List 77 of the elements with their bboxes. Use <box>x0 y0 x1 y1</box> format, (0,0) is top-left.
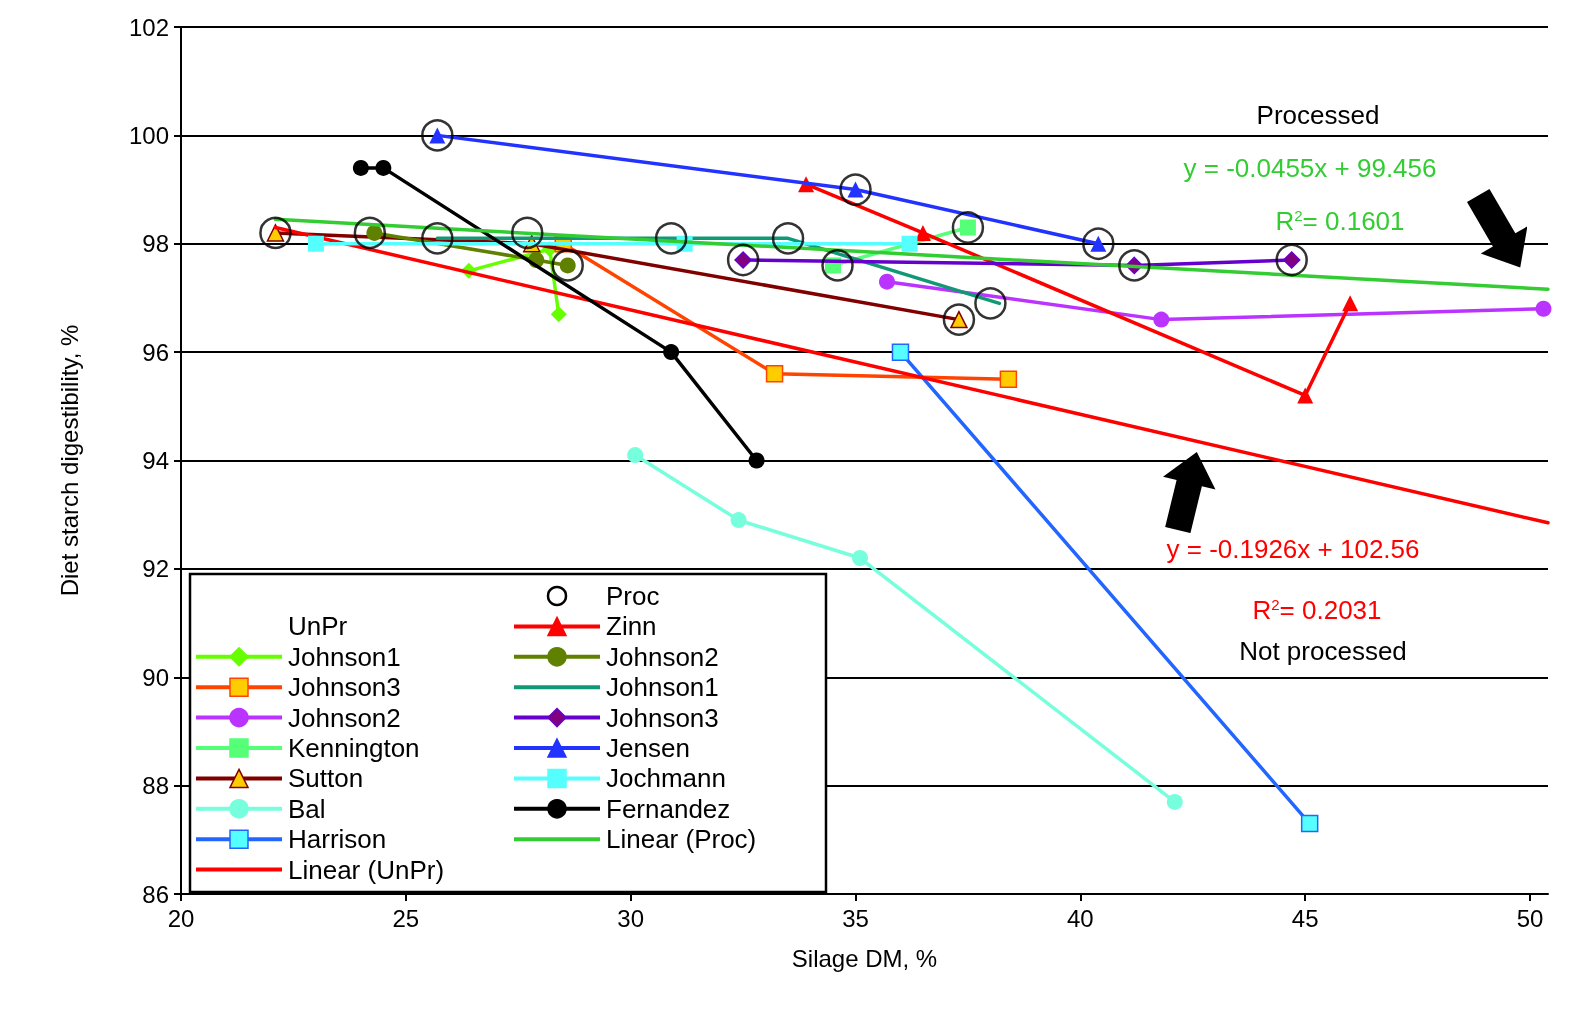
y-tick-label: 92 <box>142 555 169 583</box>
point <box>353 216 387 250</box>
point <box>654 222 688 255</box>
legend-label: Johnson2 <box>606 641 719 672</box>
point <box>307 235 324 252</box>
y-tick-label: 96 <box>142 338 169 366</box>
legend-label: Fernandez <box>606 793 731 824</box>
y-tick-label: 88 <box>142 772 169 800</box>
point <box>942 303 976 336</box>
legend-label: Linear (UnPr) <box>288 854 445 885</box>
legend-label: Kennington <box>288 733 420 763</box>
point <box>1166 793 1183 810</box>
point <box>974 287 1007 320</box>
legend-label: Johnson2 <box>288 702 401 733</box>
legend-label: Zinn <box>606 611 657 642</box>
point <box>730 512 747 529</box>
y-axis-title: Diet starch digestibility, % <box>55 324 83 597</box>
point <box>1342 295 1359 312</box>
point <box>1118 249 1151 282</box>
point <box>1082 227 1115 260</box>
y-tick-label: 102 <box>128 13 169 41</box>
legend-label: Sutton <box>288 763 364 794</box>
point <box>1297 387 1314 404</box>
point <box>259 216 292 250</box>
annotation: Processed <box>1256 100 1380 130</box>
annotation: Not processed <box>1239 636 1407 666</box>
point <box>663 344 680 361</box>
point <box>1300 814 1319 833</box>
point <box>550 306 567 323</box>
x-tick-label: 25 <box>392 904 420 932</box>
point <box>748 452 765 469</box>
legend-label: Johnson3 <box>288 672 401 703</box>
legend-label: Linear (Proc) <box>606 824 757 855</box>
legend-label: Johnson1 <box>606 672 719 703</box>
point <box>765 365 784 383</box>
point <box>627 447 644 464</box>
x-tick-label: 45 <box>1291 904 1319 932</box>
y-tick-label: 100 <box>128 121 169 149</box>
point <box>771 222 805 255</box>
y-tick-label: 98 <box>142 230 169 258</box>
point <box>999 370 1018 388</box>
point <box>879 273 895 290</box>
point <box>375 159 392 176</box>
point <box>901 235 918 252</box>
point <box>1153 311 1170 328</box>
y-tick-label: 86 <box>142 880 169 908</box>
x-axis-title: Silage DM, % <box>791 944 938 972</box>
point <box>421 222 454 255</box>
annotation: y = -0.1926x + 102.56 <box>1166 534 1420 564</box>
legend-title: UnPr <box>288 611 348 642</box>
legend-label: Bal <box>288 793 326 824</box>
x-tick-label: 20 <box>167 904 195 932</box>
point <box>421 119 454 152</box>
point <box>891 343 910 361</box>
x-tick-label: 30 <box>617 904 645 932</box>
x-tick-label: 35 <box>842 904 869 932</box>
point <box>1535 300 1552 317</box>
legend-label: Johnson3 <box>606 702 719 733</box>
x-tick-label: 40 <box>1066 904 1094 932</box>
point <box>726 243 760 277</box>
point <box>951 211 985 244</box>
point <box>352 159 369 176</box>
x-tick-label: 50 <box>1516 904 1544 932</box>
point <box>839 173 872 206</box>
point <box>852 550 868 567</box>
legend-label: Johnson1 <box>288 641 401 672</box>
y-tick-label: 94 <box>142 447 169 474</box>
y-tick-label: 90 <box>142 663 169 691</box>
legend-label: Jochmann <box>606 763 726 794</box>
annotation: y = -0.0455x + 99.456 <box>1183 153 1437 183</box>
point <box>1275 243 1308 277</box>
point <box>551 249 584 282</box>
legend-label: Proc <box>606 581 660 611</box>
legend-label: Harrison <box>288 824 387 855</box>
legend-label: Jensen <box>606 733 690 763</box>
point <box>821 249 854 282</box>
point <box>511 216 544 250</box>
